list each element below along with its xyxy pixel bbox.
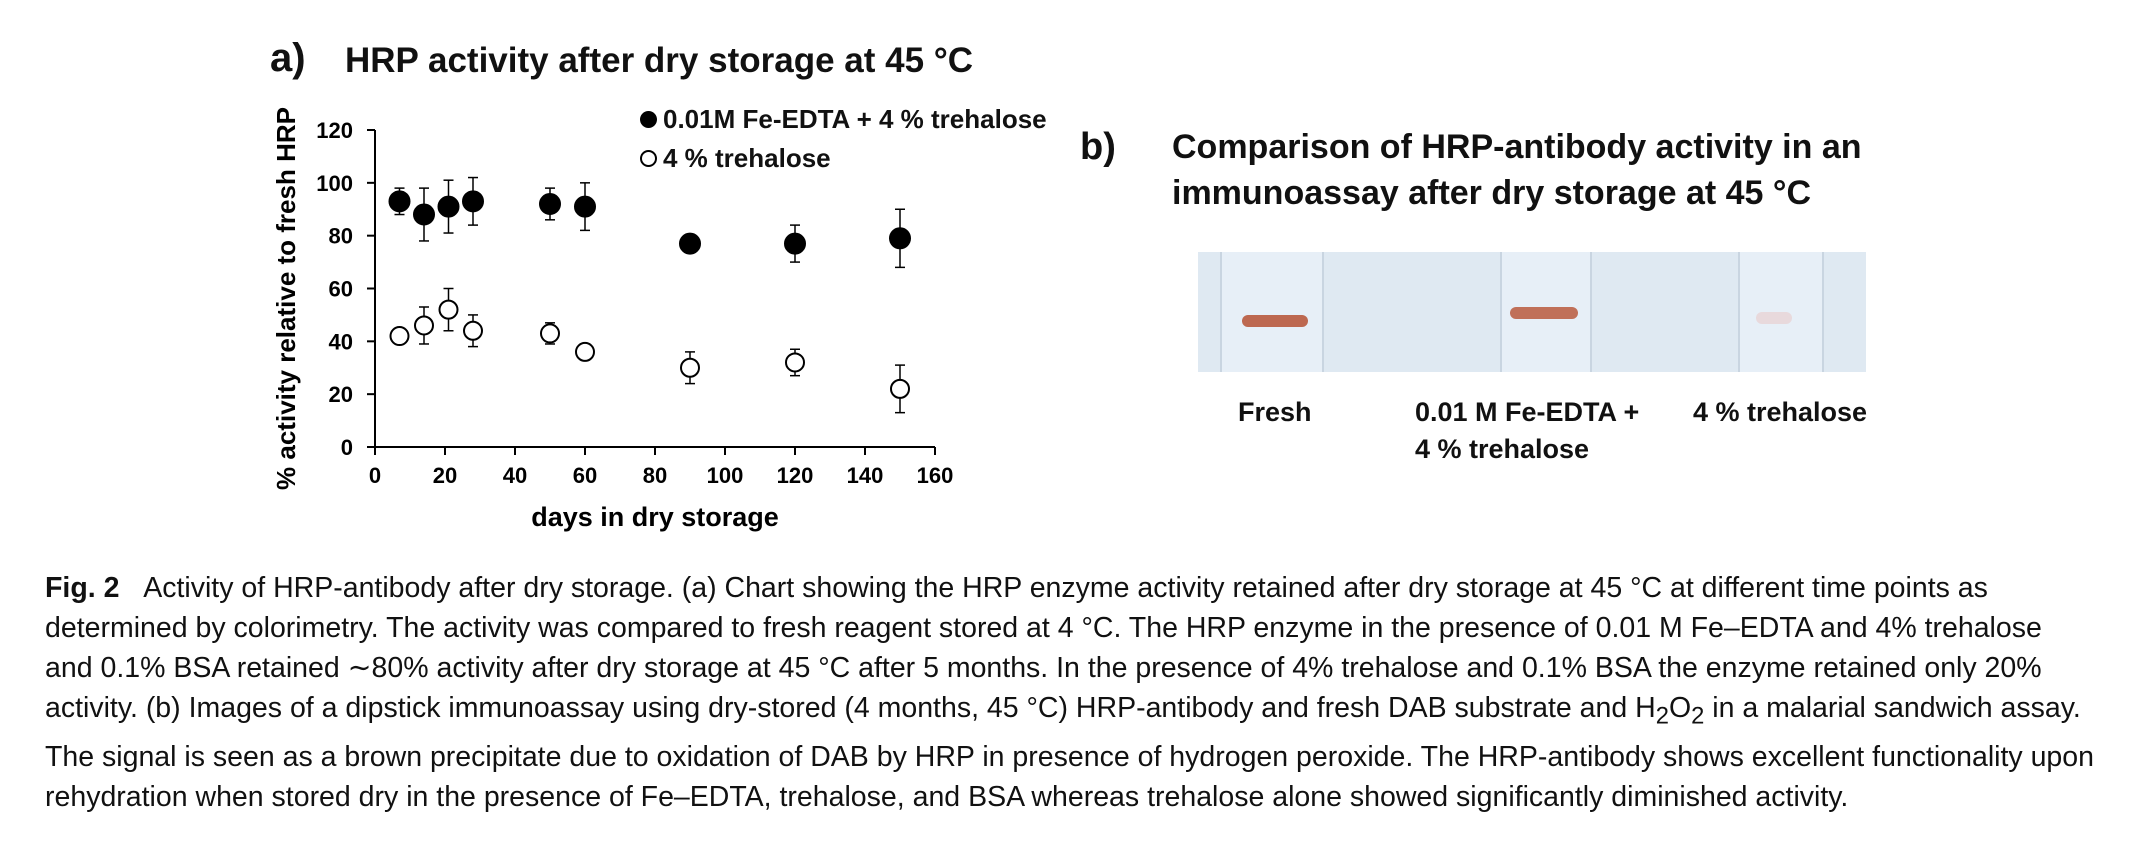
data-point-fe-edta — [413, 203, 435, 226]
y-tick-label: 100 — [316, 171, 353, 196]
data-point-trehalose — [414, 315, 434, 336]
caption-text-part2: in a malarial sandwich assay. The signal… — [45, 692, 2094, 813]
legend-entry-fe-edta: 0.01M Fe-EDTA + 4 % trehalose — [640, 104, 1047, 135]
data-point-fe-edta — [784, 232, 806, 255]
panel-b-label: b) — [1080, 126, 1116, 168]
caption-text-o: O — [1668, 692, 1692, 724]
y-tick-label: 20 — [329, 382, 353, 407]
x-tick-label: 20 — [433, 463, 457, 488]
x-tick-label: 160 — [917, 463, 954, 488]
strip-label-fresh: Fresh — [1238, 397, 1312, 427]
data-point-trehalose — [389, 326, 410, 347]
data-point-trehalose — [785, 352, 805, 373]
strip-label-trehalose: 4 % trehalose — [1693, 397, 1868, 427]
x-tick-label: 140 — [847, 463, 884, 488]
x-tick-label: 0 — [369, 463, 381, 488]
figure: a) HRP activity after dry storage at 45 … — [270, 36, 1868, 532]
data-point-trehalose — [540, 323, 560, 344]
figure-caption: Fig. 2 Activity of HRP-antibody after dr… — [45, 568, 2095, 817]
x-tick-label: 100 — [707, 463, 744, 488]
panel-b-title-line2: immunoassay after dry storage at 45 °C — [1172, 174, 1812, 212]
data-point-trehalose — [463, 320, 483, 341]
y-tick-label: 80 — [329, 224, 353, 249]
panel-a-label: a) — [270, 36, 306, 80]
caption-fig-label: Fig. 2 — [45, 572, 120, 604]
data-point-fe-edta — [388, 190, 411, 213]
data-point-fe-edta — [889, 227, 911, 250]
hrp-activity-chart: 0 20 40 60 80 100 120 0 20 40 60 80 100 120 140 160 days… — [271, 107, 954, 532]
test-band-trehalose — [1756, 312, 1792, 324]
dipstick-fe-edta — [1500, 252, 1592, 372]
dipstick-image — [1198, 252, 1866, 372]
x-tick-label: 60 — [573, 463, 597, 488]
panel-a-title: HRP activity after dry storage at 45 °C — [345, 41, 974, 80]
panel-b-title-line1: Comparison of HRP-antibody activity in a… — [1172, 128, 1862, 166]
dipstick-fresh — [1220, 252, 1324, 372]
y-tick-label: 60 — [329, 277, 353, 302]
test-band-fresh — [1242, 315, 1308, 327]
legend-label-fe-edta: 0.01M Fe-EDTA + 4 % trehalose — [663, 104, 1047, 134]
data-point-fe-edta — [679, 232, 701, 255]
x-tick-label: 40 — [503, 463, 527, 488]
data-point-trehalose — [575, 341, 595, 362]
y-tick-label: 40 — [329, 329, 353, 354]
x-tick-label: 120 — [777, 463, 814, 488]
data-point-fe-edta — [539, 192, 561, 215]
data-point-fe-edta — [437, 195, 460, 218]
x-axis-label: days in dry storage — [531, 502, 779, 532]
caption-text-part1: Activity of HRP-antibody after dry stora… — [45, 572, 2042, 724]
strip-label-fe-edta-line2: 4 % trehalose — [1415, 434, 1590, 464]
legend-entry-trehalose: 4 % trehalose — [640, 143, 831, 174]
y-axis-label: % activity relative to fresh HRP — [271, 107, 301, 490]
data-point-fe-edta — [574, 195, 596, 218]
test-band-fe-edta — [1510, 307, 1578, 319]
legend-filled-circle-icon — [640, 111, 657, 128]
y-tick-label: 0 — [341, 435, 353, 460]
data-point-fe-edta — [462, 190, 484, 213]
caption-subscript-2: 2 — [1691, 702, 1705, 730]
dipstick-trehalose — [1738, 252, 1824, 372]
y-tick-label: 120 — [316, 118, 353, 143]
data-point-trehalose — [438, 299, 459, 320]
x-tick-label: 80 — [643, 463, 667, 488]
caption-subscript-1: 2 — [1655, 702, 1669, 730]
strip-label-fe-edta-line1: 0.01 M Fe-EDTA + — [1415, 397, 1640, 427]
data-point-trehalose — [890, 378, 910, 399]
data-point-trehalose — [680, 357, 700, 378]
legend-open-circle-icon — [640, 150, 657, 167]
legend-label-trehalose: 4 % trehalose — [663, 143, 831, 173]
